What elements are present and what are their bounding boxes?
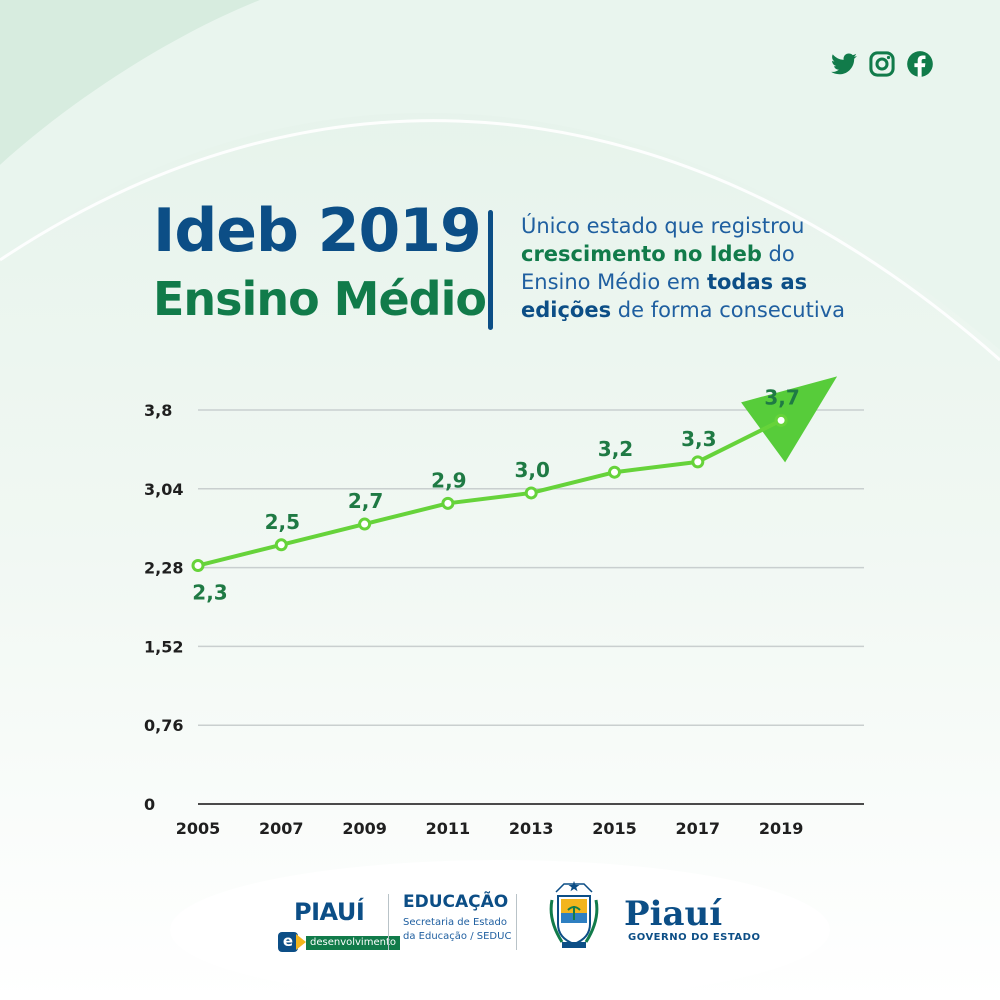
social-icons bbox=[830, 50, 934, 78]
piaui-government-subtitle: GOVERNO DO ESTADO bbox=[628, 932, 761, 943]
x-tick-label: 2009 bbox=[342, 819, 387, 838]
x-tick-label: 2011 bbox=[426, 819, 471, 838]
chevron-right-icon bbox=[296, 934, 306, 950]
data-label: 3,0 bbox=[514, 458, 549, 482]
data-label: 3,2 bbox=[598, 437, 633, 461]
x-axis-ticks: 2005 2007 2009 2011 2013 2015 2017 2019 bbox=[176, 819, 804, 838]
y-tick-label: 0,76 bbox=[144, 716, 183, 735]
data-point bbox=[358, 517, 372, 531]
description-highlight-growth: crescimento no Ideb bbox=[521, 242, 762, 266]
description-part: Único estado que registrou bbox=[521, 214, 805, 238]
piaui-desenvolvimento-logo: PIAUÍ e desenvolvimento bbox=[272, 890, 400, 952]
x-tick-label: 2019 bbox=[759, 819, 804, 838]
description-part: do Ensino Médio em bbox=[521, 242, 795, 294]
x-tick-label: 2015 bbox=[592, 819, 637, 838]
piaui-desenvolvimento-e: e bbox=[278, 932, 298, 952]
y-tick-label: 3,04 bbox=[144, 480, 183, 499]
page-subtitle: Ensino Médio bbox=[153, 272, 487, 326]
piaui-desenvolvimento-word: PIAUÍ bbox=[294, 898, 365, 926]
title-divider bbox=[488, 210, 493, 330]
y-tick-label: 0 bbox=[144, 795, 155, 814]
educacao-line2: da Educação / SEDUC bbox=[403, 931, 512, 942]
facebook-icon[interactable] bbox=[906, 50, 934, 78]
y-tick-label: 1,52 bbox=[144, 637, 183, 656]
state-crest-logo bbox=[549, 881, 599, 948]
data-point bbox=[691, 455, 705, 469]
x-tick-label: 2005 bbox=[176, 819, 221, 838]
data-point bbox=[774, 413, 788, 427]
data-labels: 2,3 2,5 2,7 2,9 3,0 3,2 3,3 3,7 bbox=[192, 385, 800, 604]
data-point bbox=[524, 486, 538, 500]
footer-divider bbox=[388, 894, 389, 950]
data-label: 2,7 bbox=[348, 489, 383, 513]
data-points bbox=[191, 413, 788, 573]
data-label: 2,3 bbox=[192, 581, 227, 605]
y-axis-ticks: 0 0,76 1,52 2,28 3,04 3,8 bbox=[144, 401, 183, 814]
series-line bbox=[196, 418, 784, 568]
instagram-icon[interactable] bbox=[868, 50, 896, 78]
x-tick-label: 2007 bbox=[259, 819, 304, 838]
twitter-icon[interactable] bbox=[830, 50, 858, 78]
x-tick-label: 2013 bbox=[509, 819, 554, 838]
description-text: Único estado que registrou crescimento n… bbox=[521, 212, 861, 324]
piaui-government-word: Piauí bbox=[624, 894, 723, 934]
data-point bbox=[441, 496, 455, 510]
data-point bbox=[191, 559, 205, 573]
description-part: de forma consecutiva bbox=[611, 298, 845, 322]
piaui-desenvolvimento-tag: desenvolvimento bbox=[306, 936, 400, 950]
y-tick-label: 3,8 bbox=[144, 401, 172, 420]
footer-divider bbox=[516, 894, 517, 950]
data-label: 3,3 bbox=[681, 427, 716, 451]
growth-arrow-icon bbox=[741, 376, 838, 463]
y-tick-label: 2,28 bbox=[144, 559, 183, 578]
data-label: 2,9 bbox=[431, 468, 466, 492]
x-tick-label: 2017 bbox=[676, 819, 721, 838]
educacao-line1: Secretaria de Estado bbox=[403, 917, 508, 928]
page-title: Ideb 2019 bbox=[153, 196, 482, 266]
footer-logos: PIAUÍ e desenvolvimento EDUCAÇÃO Secreta… bbox=[268, 876, 760, 956]
data-point bbox=[608, 465, 621, 479]
educacao-title: EDUCAÇÃO bbox=[403, 892, 509, 912]
data-label: 2,5 bbox=[265, 510, 300, 534]
description-highlight-editions: todas as edições bbox=[521, 270, 808, 322]
data-point bbox=[274, 538, 288, 552]
data-label: 3,7 bbox=[764, 385, 799, 409]
